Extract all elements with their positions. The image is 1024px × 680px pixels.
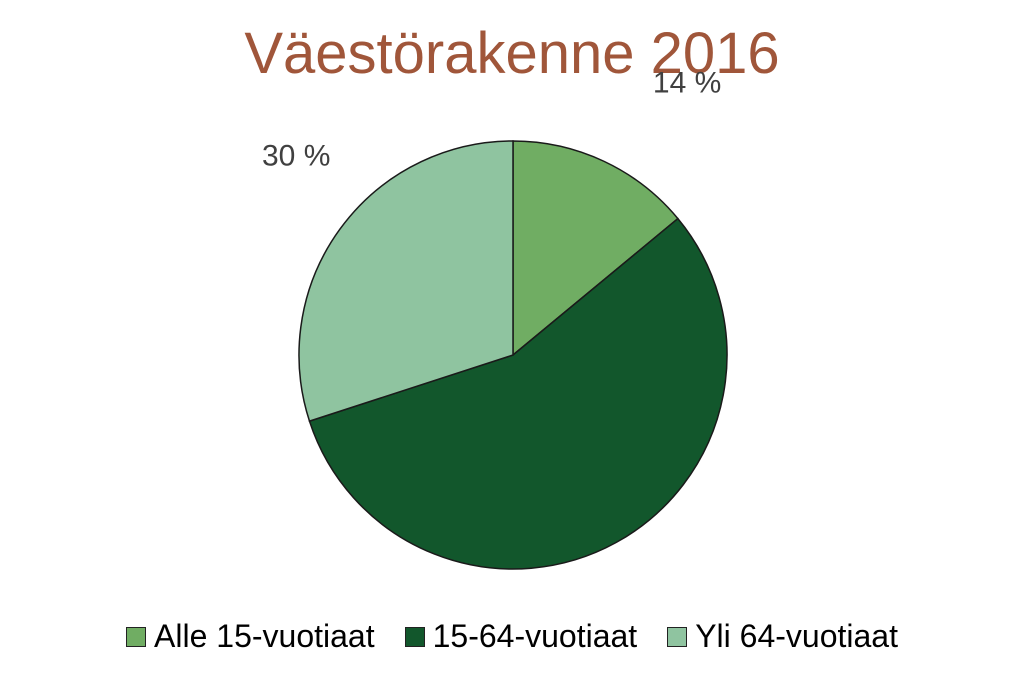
legend-item-alle-15: Alle 15-vuotiaat [126,618,375,655]
slice-15-64 [308,217,728,570]
legend-swatch [667,626,688,647]
legend: Alle 15-vuotiaat 15-64-vuotiaat Yli 64-v… [0,618,1024,655]
legend-label: Alle 15-vuotiaat [154,618,375,654]
legend-swatch [404,626,425,647]
slice-yli-64 [298,140,514,423]
legend-swatch [126,626,147,647]
pie-chart: 14 %56 %30 % [262,66,728,570]
chart-title: Väestörakenne 2016 [244,21,780,86]
slice-alle-15 [512,140,679,357]
data-label: 30 % [262,139,330,172]
legend-item-yli-64: Yli 64-vuotiaat [667,618,898,655]
legend-item-15-64: 15-64-vuotiaat [404,618,638,655]
data-label: 14 % [653,66,721,99]
legend-label: Yli 64-vuotiaat [695,618,898,654]
legend-label: 15-64-vuotiaat [432,618,638,654]
